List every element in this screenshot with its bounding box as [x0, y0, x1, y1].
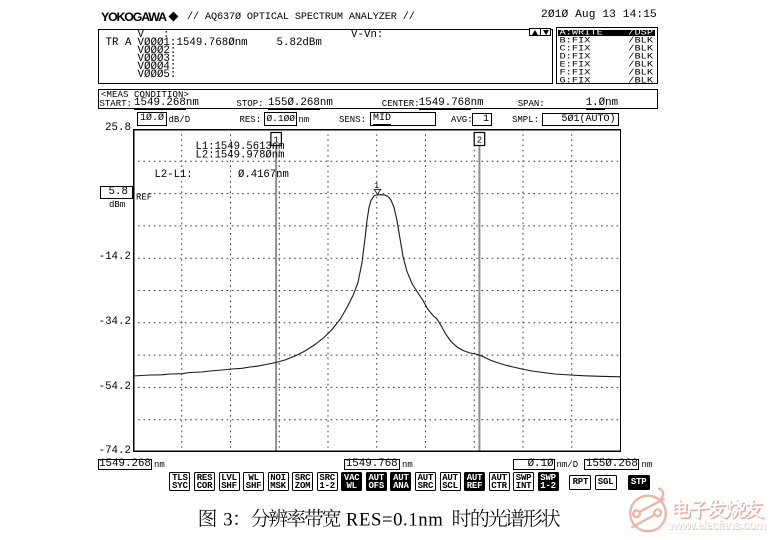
svg-text:Ø.4167nm: Ø.4167nm — [238, 169, 289, 181]
svg-text:1: 1 — [273, 135, 278, 145]
svg-text:www.elecfans.com: www.elecfans.com — [668, 519, 767, 533]
svg-text:RES=0.1nm: RES=0.1nm — [346, 510, 443, 531]
svg-text:2: 2 — [477, 135, 482, 145]
svg-text:L1:1549.5613nm: L1:1549.5613nm — [196, 141, 285, 153]
svg-text:3: 3 — [223, 510, 232, 531]
svg-text:L2-L1:: L2-L1: — [155, 169, 193, 181]
svg-text:REF: REF — [136, 192, 152, 202]
svg-text:1: 1 — [374, 181, 379, 190]
svg-text:L2:1549.978Ønm: L2:1549.978Ønm — [196, 149, 285, 161]
svg-text:www.elecfans.com: www.elecfans.com — [667, 518, 766, 532]
